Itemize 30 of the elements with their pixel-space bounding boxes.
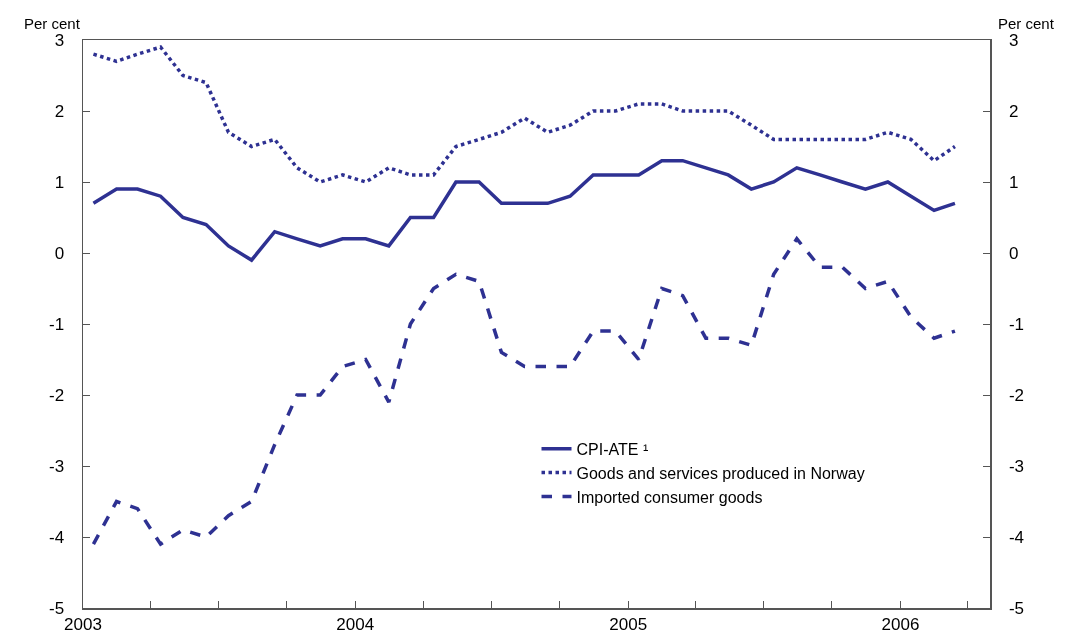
y2-tick-label: -3 [1008,456,1025,476]
x-tick-label: 2003 [64,614,102,634]
line-series [91,158,957,262]
x-tick-label: 2004 [336,614,375,634]
y2-tick-label: -5 [1008,598,1025,618]
y2-tick-label: 2 [1008,101,1019,121]
legend-label: CPI-ATE ¹ [576,441,649,459]
y2-axis-title: Per cent [998,15,1055,32]
y2-tick-label: 3 [1008,30,1019,50]
y-tick-label: 2 [54,101,65,121]
legend-label: Goods and services produced in Norway [576,464,865,482]
y-axis-title: Per cent [24,15,81,32]
y-tick-label: 3 [54,30,65,50]
x-tick-label: 2006 [881,614,920,634]
line-series [91,237,957,546]
line-series [91,45,957,184]
y-tick-label: -3 [48,456,65,476]
y2-tick-label: -1 [1008,314,1025,334]
y-tick-label: -5 [48,598,65,618]
x-tick-label: 2005 [609,614,648,634]
y2-tick-label: 0 [1008,243,1019,263]
y2-tick-label: -2 [1008,385,1025,405]
y-tick-label: -2 [48,385,65,405]
y-tick-label: 0 [54,243,65,263]
y2-tick-label: 1 [1008,172,1019,192]
y-tick-label: -1 [48,314,65,334]
y2-tick-label: -4 [1008,527,1025,547]
y-tick-label: -4 [48,527,65,547]
legend-label: Imported consumer goods [576,488,763,506]
y-tick-label: 1 [54,172,65,192]
